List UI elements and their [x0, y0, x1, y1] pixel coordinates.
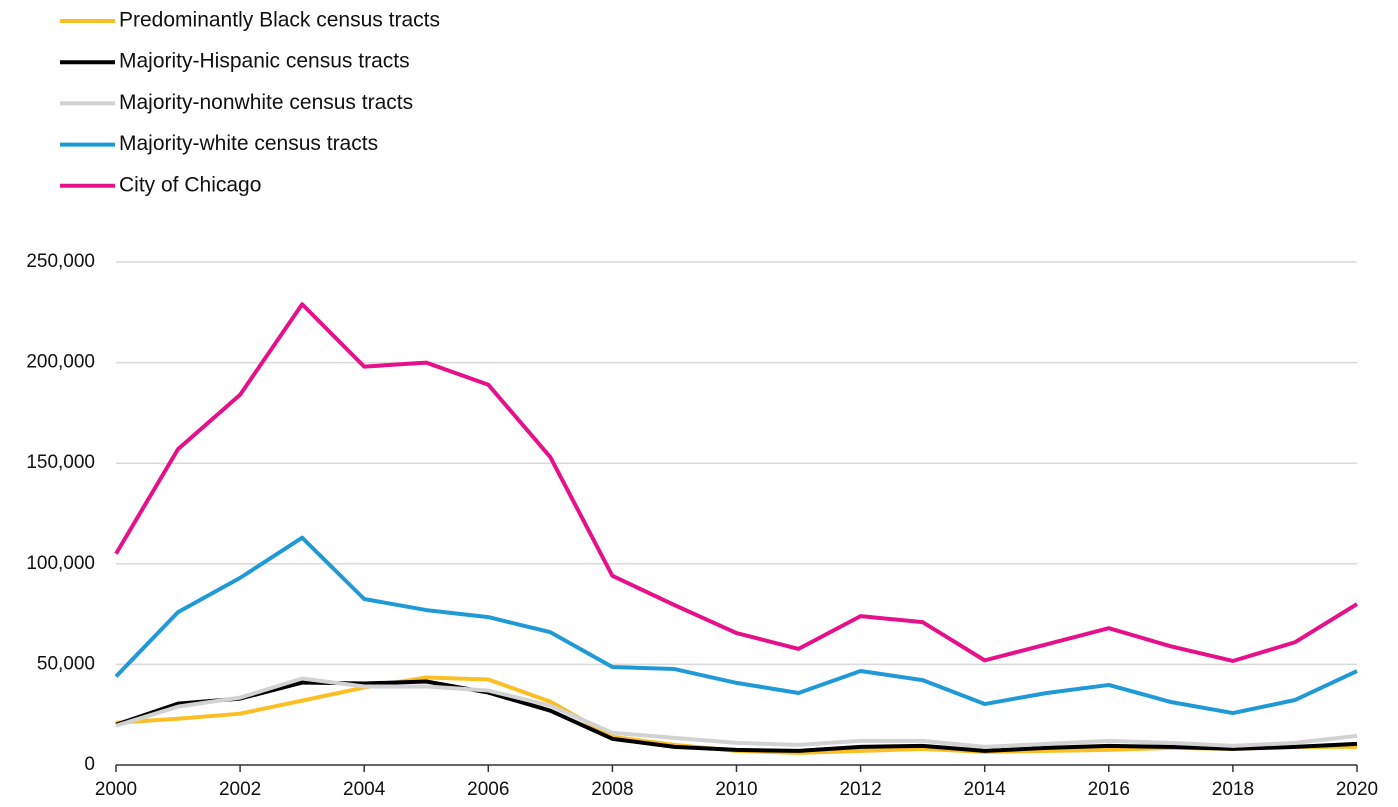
- y-tick-label: 50,000: [37, 653, 95, 674]
- x-tick-label: 2014: [964, 779, 1007, 800]
- x-tick-label: 2018: [1212, 779, 1254, 800]
- y-tick-label: 250,000: [26, 251, 95, 272]
- x-tick-label: 2016: [1088, 779, 1130, 800]
- legend-label: Majority-nonwhite census tracts: [119, 91, 413, 114]
- x-tick-label: 2010: [715, 779, 757, 800]
- legend-label: Predominantly Black census tracts: [119, 9, 440, 32]
- y-tick-label: 100,000: [26, 553, 95, 574]
- y-tick-label: 0: [84, 754, 95, 775]
- x-tick-label: 2012: [839, 779, 881, 800]
- series-line: [114, 302, 1359, 663]
- legend-label: City of Chicago: [119, 173, 261, 196]
- x-tick-label: 2020: [1336, 779, 1378, 800]
- y-tick-label: 150,000: [26, 452, 95, 473]
- x-tick-label: 2002: [219, 779, 261, 800]
- x-tick-label: 2004: [343, 779, 386, 800]
- y-tick-label: 200,000: [26, 352, 95, 373]
- x-tick-label: 2000: [95, 779, 137, 800]
- x-tick-label: 2008: [591, 779, 633, 800]
- x-tick-label: 2006: [467, 779, 509, 800]
- legend-label: Majority-white census tracts: [119, 132, 378, 155]
- series-line: [114, 535, 1358, 716]
- series-line: [115, 679, 1358, 753]
- legend-label: Majority-Hispanic census tracts: [119, 50, 410, 73]
- series-line: [115, 676, 1358, 749]
